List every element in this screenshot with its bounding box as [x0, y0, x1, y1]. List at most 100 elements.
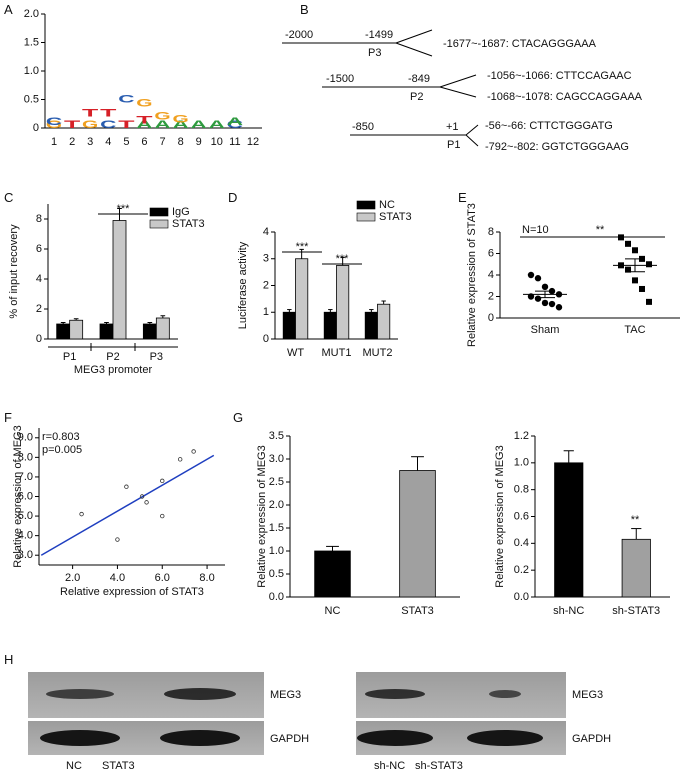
x-tick-label: 1 — [51, 136, 57, 148]
bar — [399, 470, 436, 598]
point — [618, 234, 624, 241]
y-tick-label: 3.0 — [18, 549, 33, 561]
row-label: GAPDH — [270, 733, 309, 745]
x-tick-label: 9 — [196, 136, 202, 148]
point — [534, 295, 542, 302]
y-tick-label: 2.0 — [24, 8, 39, 20]
point — [191, 449, 196, 454]
y-tick-label: 3 — [263, 253, 269, 265]
annotation: p=0.005 — [42, 444, 82, 456]
y-axis-label: Relative expression of MEG3 — [256, 445, 268, 587]
annotation: r=0.803 — [42, 431, 80, 443]
band — [365, 689, 425, 699]
position: -849 — [408, 73, 430, 85]
x-tick-label: WT — [287, 347, 304, 359]
point — [632, 277, 638, 284]
y-tick-label: 4.0 — [18, 530, 33, 542]
y-tick-label: 0 — [263, 333, 269, 345]
point — [534, 275, 542, 282]
point — [160, 478, 165, 484]
legend-swatch — [149, 207, 169, 217]
y-tick-label: 4 — [36, 273, 42, 285]
y-tick-label: 0.6 — [514, 510, 529, 522]
bar — [364, 311, 378, 340]
western-blot: MEG3 GAPDH NC STAT3 MEG3 GAPDH sh-NC sh-… — [28, 672, 611, 772]
x-tick-label: 2 — [69, 136, 75, 148]
significance: *** — [296, 241, 310, 253]
row-label: MEG3 — [572, 689, 603, 701]
connector — [439, 74, 477, 88]
legend-swatch — [149, 219, 169, 229]
position: +1 — [446, 121, 459, 133]
y-tick-label: 0.0 — [514, 591, 529, 603]
promoter-map: -2000 -1499 P3 -1677~-1687: CTACAGGGAAA … — [282, 29, 643, 153]
point — [527, 293, 535, 300]
y-tick-label: 0.4 — [514, 537, 529, 549]
y-tick-label: 3.0 — [269, 453, 284, 465]
x-tick-label: P3 — [150, 351, 163, 363]
y-tick-label: 1 — [263, 306, 269, 318]
point — [639, 285, 645, 292]
point — [632, 247, 638, 254]
y-tick-label: 0.5 — [269, 568, 284, 580]
logo-letter: C — [100, 119, 116, 131]
logo-letter: G — [136, 97, 152, 109]
bar — [99, 323, 114, 340]
x-tick-label: 3 — [87, 136, 93, 148]
x-tick-label: 6.0 — [155, 572, 170, 584]
point — [177, 457, 183, 462]
y-axis-label: Relative expression of STAT3 — [466, 203, 478, 347]
bar — [314, 550, 351, 598]
x-tick-label: 12 — [247, 136, 259, 148]
y-tick-label: 2.5 — [269, 476, 284, 488]
y-tick-label: 2 — [36, 303, 42, 315]
legend-swatch — [356, 200, 376, 210]
region-name: P1 — [447, 139, 460, 151]
significance: ** — [596, 224, 605, 236]
logo-letter: A — [172, 119, 188, 131]
logo-letter: C — [118, 93, 134, 105]
y-tick-label: 8 — [488, 226, 494, 238]
y-tick-label: 6 — [36, 243, 42, 255]
logo-letter: T — [82, 108, 99, 120]
logo-letter: A — [136, 119, 152, 131]
bar — [323, 311, 337, 340]
y-tick-label: 0.5 — [24, 93, 39, 105]
point — [646, 261, 652, 268]
x-tick-label: TAC — [624, 324, 645, 336]
position: -2000 — [285, 29, 313, 41]
point — [541, 283, 549, 291]
x-tick-label: MUT1 — [322, 347, 352, 359]
band — [489, 690, 521, 698]
y-tick-label: 4 — [263, 226, 269, 238]
region-name: P3 — [368, 47, 381, 59]
logo-letter: T — [100, 108, 117, 120]
y-tick-label: 9.0 — [18, 432, 33, 444]
x-tick-label: 11 — [229, 136, 240, 148]
significance: ** — [631, 514, 640, 526]
lane-label: sh-STAT3 — [415, 760, 463, 772]
row-label: MEG3 — [270, 689, 301, 701]
bar — [336, 265, 350, 340]
point — [555, 304, 563, 311]
logo-letter: A — [191, 119, 207, 131]
lane-label: STAT3 — [102, 760, 135, 772]
legend-swatch — [356, 212, 376, 222]
bar — [69, 319, 84, 340]
point — [144, 500, 149, 505]
point — [646, 298, 652, 305]
site: -1056~-1066: CTTCCAGAAC — [487, 70, 632, 82]
point — [124, 484, 129, 489]
y-tick-label: 4 — [488, 269, 494, 281]
panel-label: D — [228, 190, 237, 205]
lane-label: NC — [66, 760, 82, 772]
logo-letter: T — [136, 114, 153, 126]
logo-letter: A — [227, 116, 243, 128]
y-tick-label: 2 — [263, 279, 269, 291]
annotation: N=10 — [522, 224, 549, 236]
y-axis-label: Luciferase activity — [237, 241, 249, 329]
band — [357, 730, 433, 746]
connector — [465, 124, 479, 136]
band — [160, 730, 240, 746]
